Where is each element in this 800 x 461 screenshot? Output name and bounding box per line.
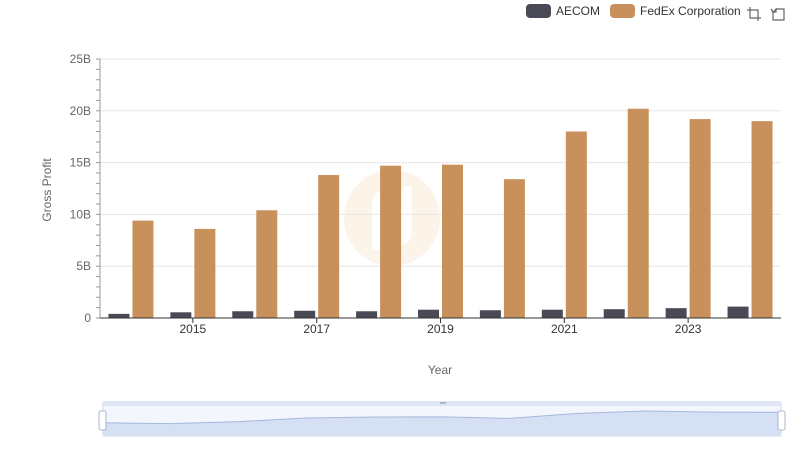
legend-swatch-aecom bbox=[526, 4, 551, 18]
legend-item-fedex[interactable]: FedEx Corporation bbox=[610, 4, 741, 18]
bar-aecom-2016[interactable] bbox=[232, 311, 254, 318]
legend: AECOM FedEx Corporation bbox=[526, 4, 751, 18]
x-tick-label: 2015 bbox=[180, 322, 207, 336]
bar-aecom-2021[interactable] bbox=[541, 309, 563, 318]
bar-fedex-2015[interactable] bbox=[194, 228, 216, 318]
y-tick-label: 15B bbox=[70, 156, 91, 170]
y-tick-label: 0 bbox=[84, 311, 91, 325]
legend-label-fedex: FedEx Corporation bbox=[640, 4, 741, 18]
bar-aecom-2019[interactable] bbox=[418, 309, 439, 318]
bar-aecom-2017[interactable] bbox=[294, 310, 316, 318]
datazoom-grip-icon[interactable] bbox=[440, 402, 446, 404]
y-tick-label: 5B bbox=[76, 259, 91, 273]
legend-label-aecom: AECOM bbox=[556, 4, 601, 18]
bar-fedex-2024[interactable] bbox=[751, 121, 773, 318]
datazoom-handle-right[interactable] bbox=[777, 410, 786, 431]
bar-aecom-2024[interactable] bbox=[727, 306, 749, 318]
bar-aecom-2014[interactable] bbox=[108, 313, 130, 318]
bar-aecom-2020[interactable] bbox=[479, 310, 501, 318]
bar-fedex-2021[interactable] bbox=[565, 131, 587, 318]
bar-aecom-2023[interactable] bbox=[665, 308, 687, 318]
y-tick-label: 20B bbox=[70, 104, 91, 118]
bar-fedex-2023[interactable] bbox=[689, 119, 711, 318]
bar-fedex-2016[interactable] bbox=[256, 210, 278, 318]
bar-fedex-2014[interactable] bbox=[132, 220, 154, 318]
toolbox bbox=[746, 6, 786, 22]
x-tick-label: 2021 bbox=[551, 322, 578, 336]
x-tick-label: 2019 bbox=[427, 322, 454, 336]
x-tick-label: 2023 bbox=[675, 322, 702, 336]
y-tick-label: 10B bbox=[70, 207, 91, 221]
bar-fedex-2020[interactable] bbox=[503, 179, 525, 318]
bar-fedex-2019[interactable] bbox=[442, 164, 463, 318]
bar-fedex-2017[interactable] bbox=[318, 175, 340, 318]
datazoom-preview-line bbox=[102, 410, 782, 425]
y-tick-label: 25B bbox=[70, 52, 91, 66]
bar-fedex-2018[interactable] bbox=[380, 165, 402, 318]
bar-aecom-2022[interactable] bbox=[603, 309, 625, 318]
bar-aecom-2015[interactable] bbox=[170, 312, 192, 318]
x-tick-label: 2017 bbox=[303, 322, 330, 336]
bar-aecom-2018[interactable] bbox=[356, 311, 378, 318]
datazoom-area bbox=[103, 411, 781, 436]
x-axis-title: Year bbox=[427, 363, 453, 377]
legend-swatch-fedex bbox=[610, 4, 636, 18]
restore-icon[interactable] bbox=[770, 6, 786, 22]
datazoom-handle-left[interactable] bbox=[98, 410, 107, 431]
legend-item-aecom[interactable]: AECOM bbox=[526, 4, 600, 18]
bar-fedex-2022[interactable] bbox=[627, 108, 649, 318]
y-axis-title: Gross Profit bbox=[40, 158, 54, 222]
data-zoom-icon[interactable] bbox=[746, 6, 762, 22]
